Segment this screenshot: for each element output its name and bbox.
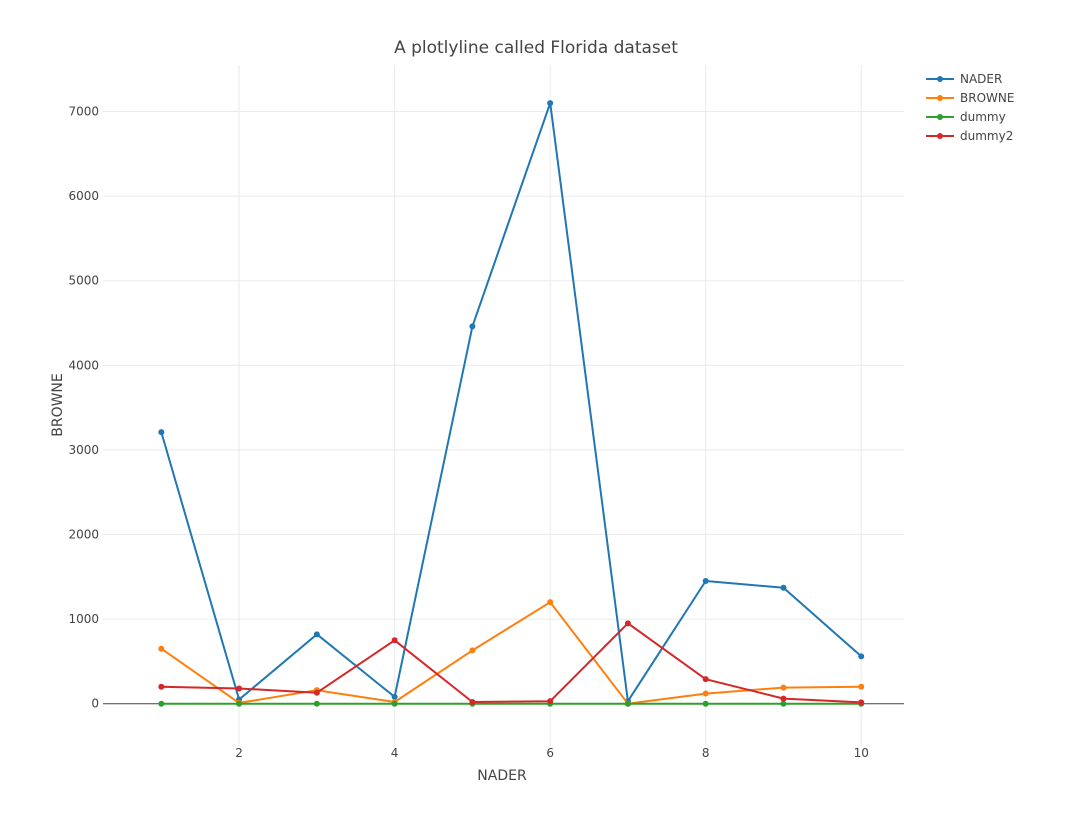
legend-label: dummy2: [960, 129, 1013, 143]
data-point[interactable]: [780, 695, 787, 702]
data-point[interactable]: [158, 700, 165, 707]
data-point[interactable]: [702, 676, 709, 683]
y-tick-label: 5000: [68, 274, 99, 288]
data-point[interactable]: [158, 645, 165, 652]
data-point[interactable]: [780, 684, 787, 691]
data-point[interactable]: [858, 653, 865, 660]
legend-item-nader[interactable]: NADER: [926, 72, 1002, 86]
chart-title: A plotlyline called Florida dataset: [394, 38, 678, 58]
y-tick-label: 2000: [68, 528, 99, 542]
data-point[interactable]: [158, 429, 165, 436]
data-point[interactable]: [158, 683, 165, 690]
x-tick-label: 8: [702, 746, 710, 760]
data-point[interactable]: [469, 323, 476, 330]
y-tick-label: 0: [91, 697, 99, 711]
legend-marker: [937, 76, 943, 82]
data-point[interactable]: [702, 578, 709, 585]
legend-marker: [937, 114, 943, 120]
x-axis-ticks: 2 4 6 8 10: [235, 746, 869, 760]
y-tick-label: 6000: [68, 189, 99, 203]
data-point[interactable]: [702, 700, 709, 707]
data-point[interactable]: [391, 637, 398, 644]
y-axis-ticks: 0 1000 2000 3000 4000 5000 6000 7000: [68, 105, 99, 711]
legend-label: BROWNE: [960, 91, 1014, 105]
series-line: [160, 102, 862, 703]
y-tick-label: 7000: [68, 105, 99, 119]
data-point[interactable]: [858, 683, 865, 690]
series-line: [161, 622, 862, 704]
gridlines: [103, 65, 904, 746]
data-point[interactable]: [236, 700, 243, 707]
series-layer: [158, 100, 865, 707]
series-nader: [158, 100, 865, 705]
legend-marker: [937, 133, 943, 139]
legend-item-dummy[interactable]: dummy: [926, 110, 1006, 124]
data-point[interactable]: [391, 700, 398, 707]
data-point[interactable]: [391, 693, 398, 700]
y-tick-label: 1000: [68, 612, 99, 626]
data-point[interactable]: [547, 698, 554, 705]
legend-label: dummy: [960, 110, 1006, 124]
data-point[interactable]: [313, 631, 320, 638]
data-point[interactable]: [858, 699, 865, 706]
data-point[interactable]: [702, 690, 709, 697]
legend-item-browne[interactable]: BROWNE: [926, 91, 1014, 105]
data-point[interactable]: [624, 620, 631, 627]
legend-marker: [937, 95, 943, 101]
legend-item-dummy2[interactable]: dummy2: [926, 129, 1013, 143]
y-tick-label: 4000: [68, 358, 99, 372]
series-line: [160, 601, 862, 705]
series-dummy2: [158, 620, 865, 706]
x-axis-title: NADER: [477, 768, 527, 784]
y-axis-title: BROWNE: [50, 373, 66, 437]
data-point[interactable]: [469, 647, 476, 654]
data-point[interactable]: [313, 689, 320, 696]
legend-label: NADER: [960, 72, 1002, 86]
x-tick-label: 2: [235, 746, 243, 760]
data-point[interactable]: [780, 700, 787, 707]
data-point[interactable]: [624, 700, 631, 707]
data-point[interactable]: [469, 699, 476, 706]
data-point[interactable]: [547, 100, 554, 107]
legend[interactable]: NADER BROWNE dummy dummy2: [926, 72, 1014, 143]
data-point[interactable]: [780, 584, 787, 591]
x-tick-label: 6: [546, 746, 554, 760]
data-point[interactable]: [313, 700, 320, 707]
y-tick-label: 3000: [68, 443, 99, 457]
data-point[interactable]: [547, 599, 554, 606]
x-tick-label: 4: [391, 746, 399, 760]
data-point[interactable]: [236, 685, 243, 692]
x-tick-label: 10: [854, 746, 869, 760]
